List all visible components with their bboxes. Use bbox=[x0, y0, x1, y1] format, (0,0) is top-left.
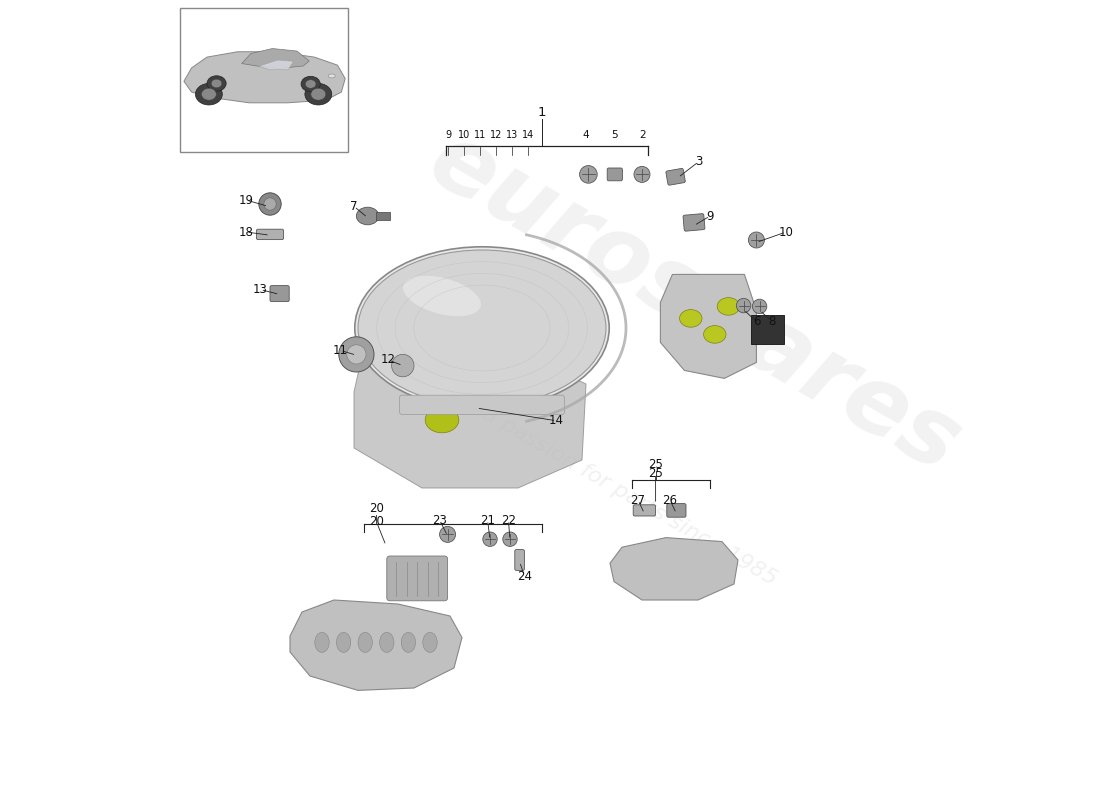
Text: 22: 22 bbox=[500, 514, 516, 526]
Circle shape bbox=[580, 166, 597, 183]
Polygon shape bbox=[242, 49, 309, 69]
Ellipse shape bbox=[207, 76, 227, 91]
Text: 24: 24 bbox=[517, 570, 532, 582]
Circle shape bbox=[258, 193, 282, 215]
Text: 12: 12 bbox=[491, 130, 503, 139]
Ellipse shape bbox=[301, 76, 320, 92]
Polygon shape bbox=[354, 348, 586, 488]
FancyBboxPatch shape bbox=[634, 505, 656, 516]
FancyBboxPatch shape bbox=[399, 395, 564, 414]
Text: 11: 11 bbox=[474, 130, 486, 139]
Ellipse shape bbox=[306, 80, 316, 88]
Text: 2: 2 bbox=[639, 130, 646, 139]
Text: 20: 20 bbox=[368, 515, 384, 528]
Text: 8: 8 bbox=[769, 315, 777, 328]
Text: 1: 1 bbox=[538, 106, 547, 119]
Ellipse shape bbox=[379, 632, 394, 653]
Ellipse shape bbox=[358, 632, 373, 653]
Text: 14: 14 bbox=[522, 130, 535, 139]
Circle shape bbox=[634, 166, 650, 182]
Text: 11: 11 bbox=[333, 344, 348, 357]
Ellipse shape bbox=[337, 632, 351, 653]
Text: 14: 14 bbox=[549, 414, 564, 427]
Circle shape bbox=[339, 337, 374, 372]
Ellipse shape bbox=[305, 83, 332, 105]
Text: 9: 9 bbox=[706, 210, 714, 222]
Ellipse shape bbox=[402, 632, 416, 653]
Text: 19: 19 bbox=[239, 194, 253, 206]
Polygon shape bbox=[290, 600, 462, 690]
Text: 21: 21 bbox=[480, 514, 495, 526]
Text: 25: 25 bbox=[648, 458, 663, 471]
Text: 13: 13 bbox=[506, 130, 518, 139]
Ellipse shape bbox=[211, 79, 222, 88]
Ellipse shape bbox=[717, 298, 739, 315]
Text: 4: 4 bbox=[583, 130, 590, 139]
Ellipse shape bbox=[196, 83, 222, 105]
Ellipse shape bbox=[311, 88, 326, 100]
Circle shape bbox=[752, 299, 767, 314]
Circle shape bbox=[736, 298, 751, 313]
Text: eurospares: eurospares bbox=[412, 114, 976, 494]
Ellipse shape bbox=[328, 74, 336, 78]
FancyBboxPatch shape bbox=[667, 504, 686, 517]
Polygon shape bbox=[660, 274, 757, 378]
Ellipse shape bbox=[426, 407, 459, 433]
Text: 3: 3 bbox=[695, 155, 703, 168]
Circle shape bbox=[264, 198, 276, 210]
Circle shape bbox=[440, 526, 455, 542]
Circle shape bbox=[483, 532, 497, 546]
Text: 5: 5 bbox=[612, 130, 618, 139]
Text: 27: 27 bbox=[630, 494, 646, 506]
Text: 18: 18 bbox=[239, 226, 253, 238]
Ellipse shape bbox=[403, 276, 481, 316]
Circle shape bbox=[503, 532, 517, 546]
FancyBboxPatch shape bbox=[256, 229, 284, 240]
Text: 6: 6 bbox=[752, 315, 760, 328]
FancyBboxPatch shape bbox=[515, 550, 525, 570]
Text: 25: 25 bbox=[648, 467, 663, 480]
FancyBboxPatch shape bbox=[607, 168, 623, 181]
Polygon shape bbox=[184, 52, 345, 103]
Ellipse shape bbox=[201, 88, 217, 100]
FancyBboxPatch shape bbox=[375, 212, 390, 220]
Text: 10: 10 bbox=[459, 130, 471, 139]
Ellipse shape bbox=[704, 326, 726, 343]
Ellipse shape bbox=[680, 310, 702, 327]
Circle shape bbox=[748, 232, 764, 248]
Text: 9: 9 bbox=[446, 130, 451, 139]
Bar bbox=[180, 8, 349, 152]
FancyBboxPatch shape bbox=[683, 214, 705, 231]
Circle shape bbox=[346, 345, 366, 364]
Text: 23: 23 bbox=[432, 514, 447, 526]
Text: 7: 7 bbox=[350, 200, 358, 213]
Ellipse shape bbox=[358, 250, 606, 406]
Ellipse shape bbox=[497, 383, 531, 409]
FancyBboxPatch shape bbox=[387, 556, 448, 601]
Polygon shape bbox=[258, 60, 294, 70]
Ellipse shape bbox=[356, 207, 378, 225]
Text: 10: 10 bbox=[779, 226, 793, 238]
FancyBboxPatch shape bbox=[751, 315, 784, 344]
Ellipse shape bbox=[355, 246, 609, 409]
Polygon shape bbox=[610, 538, 738, 600]
Ellipse shape bbox=[422, 632, 437, 653]
Text: a passion for parts since 1985: a passion for parts since 1985 bbox=[480, 403, 781, 589]
Text: 26: 26 bbox=[662, 494, 678, 506]
Text: 20: 20 bbox=[368, 502, 384, 515]
FancyBboxPatch shape bbox=[666, 169, 685, 185]
Text: 12: 12 bbox=[381, 354, 396, 366]
Circle shape bbox=[392, 354, 414, 377]
FancyBboxPatch shape bbox=[270, 286, 289, 302]
Text: 13: 13 bbox=[253, 283, 267, 296]
Ellipse shape bbox=[315, 632, 329, 653]
